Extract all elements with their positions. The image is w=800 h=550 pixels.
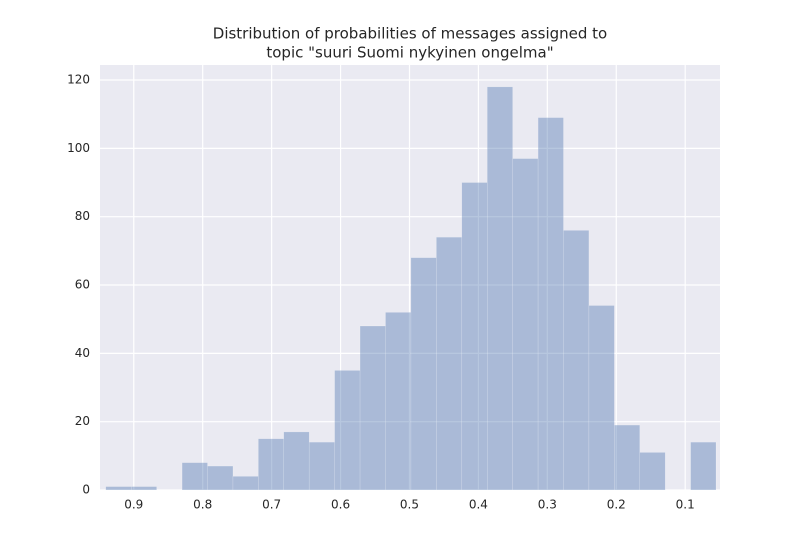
bar: [334, 370, 361, 491]
x-tick-label: 0.3: [538, 498, 557, 512]
bar: [588, 305, 615, 491]
x-tick-label: 0.4: [469, 498, 488, 512]
bar: [410, 257, 437, 491]
x-tick-label: 0.1: [676, 498, 695, 512]
bar: [563, 230, 590, 491]
y-tick-label: 80: [75, 209, 90, 223]
bar: [690, 441, 717, 491]
y-tick-label: 100: [67, 141, 90, 155]
bar: [130, 486, 157, 491]
chart-title: Distribution of probabilities of message…: [213, 25, 607, 43]
chart-title: topic "suuri Suomi nykyinen ongelma": [266, 44, 553, 62]
bar: [232, 476, 259, 491]
bar: [486, 86, 513, 491]
x-tick-label: 0.6: [331, 498, 350, 512]
y-tick-label: 40: [75, 346, 90, 360]
bar: [461, 182, 488, 491]
bar: [181, 462, 208, 491]
bar: [283, 431, 310, 491]
x-tick-label: 0.8: [193, 498, 212, 512]
x-tick-label: 0.9: [124, 498, 143, 512]
bar: [207, 465, 234, 491]
y-tick-label: 0: [82, 483, 90, 497]
x-tick-label: 0.2: [607, 498, 626, 512]
bar: [258, 438, 285, 491]
bar: [359, 325, 386, 491]
bar: [537, 117, 564, 491]
bar: [639, 452, 666, 491]
y-tick-label: 20: [75, 414, 90, 428]
x-tick-label: 0.7: [262, 498, 281, 512]
x-tick-label: 0.5: [400, 498, 419, 512]
bar: [308, 441, 335, 491]
bar: [512, 158, 539, 491]
bar: [614, 424, 641, 491]
y-tick-label: 60: [75, 278, 90, 292]
bar: [105, 486, 132, 491]
y-tick-label: 120: [67, 73, 90, 87]
bar: [436, 236, 463, 491]
bar: [385, 312, 412, 491]
